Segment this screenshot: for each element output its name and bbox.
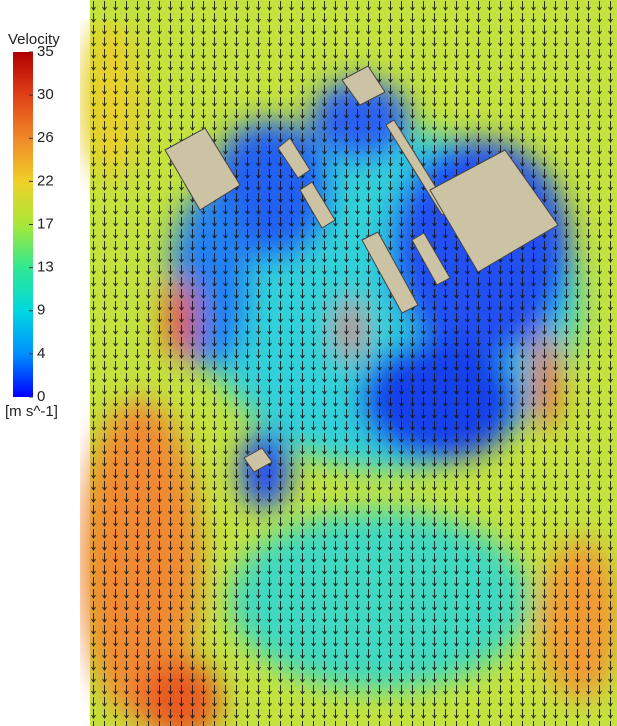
colorbar-tick-label: 30 [37, 86, 54, 103]
colorbar-tick-label: 22 [37, 172, 54, 189]
unit-label: [m s^-1] [5, 403, 58, 420]
colorbar-tick-label: 9 [37, 302, 45, 319]
colorbar-tick-label: 0 [37, 388, 45, 405]
velocity-field [80, 0, 617, 726]
colorbar-tick-label: 4 [37, 345, 45, 362]
colorbar-tick-label: 35 [37, 43, 54, 60]
colorbar-tick-label: 26 [37, 129, 54, 146]
colorbar-tick-label: 17 [37, 215, 54, 232]
chart: Velocity [m s^-1] 049131722263035 [0, 0, 617, 726]
colorbar-tick-label: 13 [37, 259, 54, 276]
